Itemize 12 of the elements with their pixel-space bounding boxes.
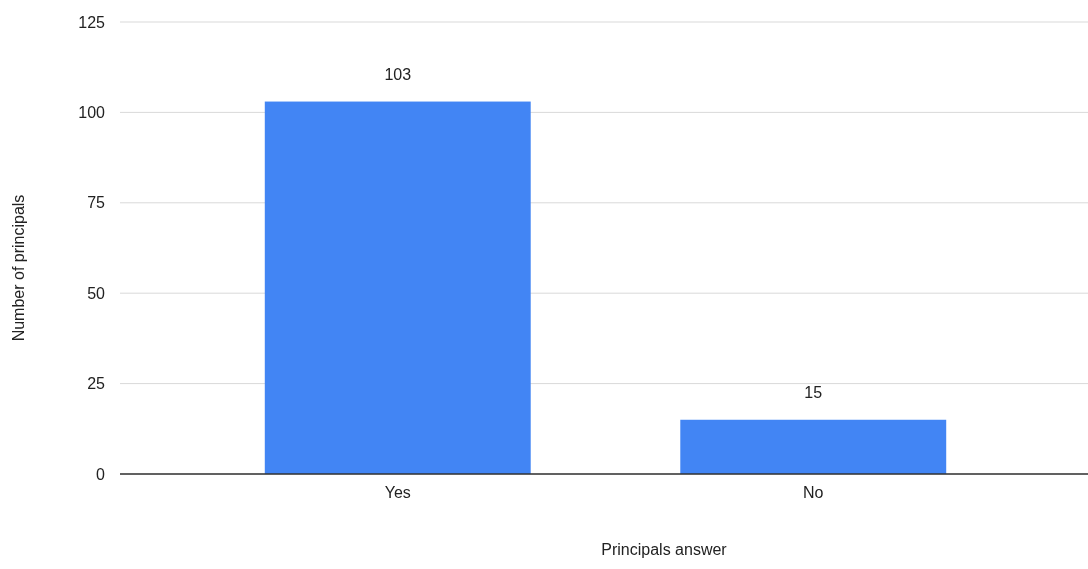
y-tick-label: 50 bbox=[87, 284, 106, 302]
x-axis-title: Principals answer bbox=[601, 541, 728, 558]
y-tick-label: 25 bbox=[87, 375, 106, 393]
y-tick-label: 75 bbox=[87, 194, 106, 212]
data-label: 103 bbox=[384, 65, 412, 83]
y-tick-label: 0 bbox=[96, 465, 106, 483]
data-label: 15 bbox=[804, 383, 823, 401]
x-tick-label: No bbox=[803, 484, 824, 501]
x-tick-label: Yes bbox=[384, 484, 411, 501]
y-tick-label: 125 bbox=[78, 13, 106, 31]
y-tick-label: 100 bbox=[78, 104, 106, 121]
y-axis-title: Number of principals bbox=[10, 194, 27, 342]
